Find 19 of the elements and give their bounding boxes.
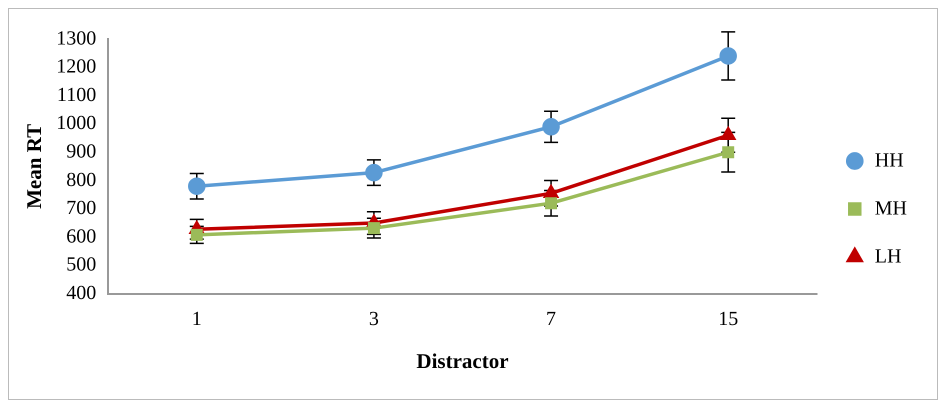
y-tick-label: 1100 (56, 84, 96, 106)
y-tick-label: 1300 (56, 27, 96, 50)
x-tick-label: 7 (546, 308, 556, 330)
legend-label: LH (874, 245, 902, 268)
x-tick-label: 1 (192, 308, 202, 330)
y-tick-label: 600 (66, 225, 96, 248)
y-tick-label: 400 (66, 282, 96, 304)
y-tick-label: 1200 (56, 56, 96, 78)
y-tick-label: 800 (66, 168, 96, 191)
y-tick-label: 900 (66, 140, 96, 162)
x-tick-label: 3 (368, 308, 379, 330)
legend-label: MH (874, 197, 908, 220)
y-tick-label: 700 (66, 197, 96, 220)
x-axis-title: Distractor (416, 348, 509, 373)
y-tick-label: 500 (66, 254, 96, 276)
legend-label: HH (874, 149, 904, 172)
x-tick-label: 15 (718, 308, 738, 330)
y-tick-label: 1000 (56, 112, 96, 134)
y-axis-title: Mean RT (22, 124, 46, 209)
